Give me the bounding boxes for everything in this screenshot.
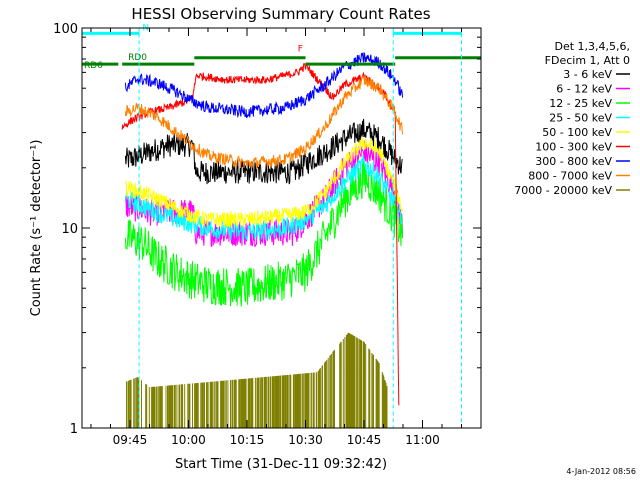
legend-label: 300 - 800 keV <box>535 155 612 168</box>
x-tick-label: 10:15 <box>230 433 265 447</box>
series-line-300-800-keV <box>124 51 404 119</box>
series-line-12-25-keV <box>124 158 404 307</box>
axes-layer: 09:45 10:00 10:15 10:30 10:45 11:00 1 10 100 <box>53 22 482 447</box>
x-tick-label: 10:30 <box>288 433 323 447</box>
y-tick-label: 1 <box>70 422 78 437</box>
series-line-25-50-keV <box>124 154 403 242</box>
series-line-7000-20000-keV <box>126 332 388 428</box>
series-line-800-7000-keV <box>124 74 404 170</box>
legend-label: 100 - 300 keV <box>535 141 612 154</box>
x-tick-label: 10:00 <box>171 433 206 447</box>
footer-date: 4-Jan-2012 08:56 <box>566 467 636 476</box>
x-axis-label: Start Time (31-Dec-11 09:32:42) <box>175 457 387 472</box>
flag-label-rd6: RD6 <box>84 61 103 71</box>
legend-label: 7000 - 20000 keV <box>514 184 612 197</box>
y-axis-label: Count Rate (s⁻¹ detector⁻¹) <box>29 140 44 317</box>
x-tick-label: 09:45 <box>113 433 148 447</box>
legend: Det 1,3,4,5,6,FDecim 1, Att 03 - 6 keV 6 … <box>514 40 630 197</box>
flag-label-f: F <box>298 45 303 55</box>
legend-label: 25 - 50 keV <box>549 112 612 125</box>
legend-label: 12 - 25 keV <box>549 97 612 110</box>
legend-label: 6 - 12 keV <box>556 83 612 96</box>
legend-label: 800 - 7000 keV <box>528 170 612 183</box>
series-line-50-100-keV <box>124 136 404 228</box>
series-line-100-300-keV <box>121 62 400 406</box>
x-tick-label: 11:00 <box>405 433 440 447</box>
series-line-3-6-keV <box>124 118 403 185</box>
y-tick-label: 100 <box>53 22 78 37</box>
y-tick-label: 10 <box>61 222 78 237</box>
legend-label: 50 - 100 keV <box>542 126 612 139</box>
series-layer <box>121 51 404 428</box>
flag-label-rd0: RD0 <box>128 53 147 63</box>
legend-label: 3 - 6 keV <box>563 68 612 81</box>
chart-title: HESSI Observing Summary Count Rates <box>131 5 430 23</box>
legend-header-line: Det 1,3,4,5,6, <box>554 40 630 53</box>
x-tick-label: 10:45 <box>347 433 382 447</box>
legend-header-line: FDecim 1, Att 0 <box>545 54 630 67</box>
